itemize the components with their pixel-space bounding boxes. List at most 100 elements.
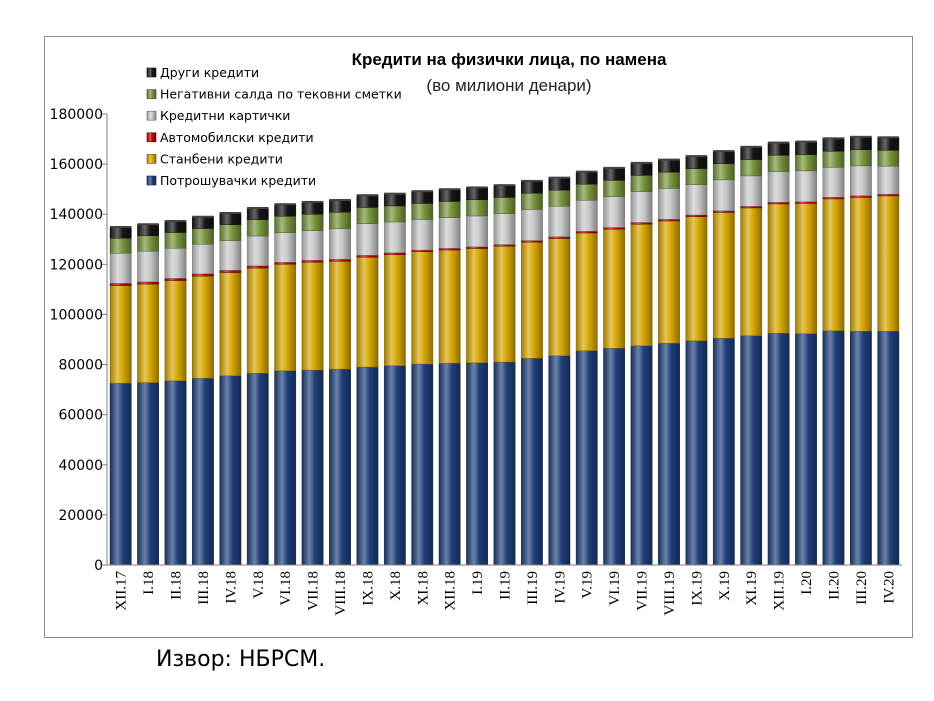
chart-subtitle: (во милиони денари) — [426, 76, 591, 95]
x-tick-label: I.20 — [799, 571, 815, 595]
legend-swatch — [146, 110, 157, 121]
bar-segment-4-24 — [767, 155, 790, 172]
bar-cap — [301, 200, 324, 203]
bar-cap — [247, 206, 269, 209]
bar-segment-3-7 — [301, 230, 324, 261]
bar-segment-5-3 — [192, 216, 214, 229]
bar-cap — [548, 176, 571, 179]
y-tick-label: 20000 — [58, 508, 103, 524]
legend-swatch — [146, 154, 157, 164]
bar-cap — [713, 150, 735, 153]
bar-segment-2-17 — [575, 231, 598, 234]
bar-segment-0-16 — [548, 355, 571, 566]
bar-segment-4-4 — [219, 224, 242, 241]
bar-segment-1-27 — [849, 197, 872, 332]
x-tick-label: XI.19 — [744, 571, 760, 606]
x-tick-label: XII.19 — [772, 571, 788, 611]
bar-cap — [164, 219, 187, 222]
x-tick-label: IX.18 — [360, 571, 376, 606]
bar-segment-5-1 — [137, 224, 160, 236]
bar-cap — [493, 184, 516, 187]
bar-cap — [603, 166, 625, 169]
x-tick-label: VI.19 — [607, 571, 623, 606]
source-note: Извор: НБРСМ. — [156, 647, 326, 672]
bar-segment-0-7 — [301, 369, 324, 566]
bar-segment-1-10 — [383, 254, 406, 367]
bar-segment-4-16 — [548, 189, 571, 207]
x-tick-label: VIII.19 — [662, 571, 678, 616]
bar-segment-4-18 — [603, 180, 626, 197]
y-tick-label: 0 — [94, 558, 103, 574]
legend-label: Автомобилски кредити — [160, 130, 314, 145]
bar-segment-0-4 — [219, 375, 242, 566]
bar-segment-4-5 — [246, 219, 269, 237]
bar-segment-3-20 — [658, 188, 680, 220]
bar-segment-5-27 — [849, 136, 872, 151]
legend-swatch — [146, 89, 157, 99]
bar-segment-4-12 — [438, 201, 461, 218]
x-tick-label: II.19 — [498, 571, 514, 600]
bar-segment-4-19 — [630, 175, 653, 192]
y-tick-label: 100000 — [50, 307, 103, 323]
bar-segment-4-6 — [274, 216, 297, 233]
x-tick-label: II.18 — [169, 571, 185, 600]
bar-segment-3-12 — [438, 217, 461, 249]
bar-segment-5-18 — [603, 167, 626, 181]
bar-segment-3-3 — [192, 244, 214, 275]
bar-cap — [767, 141, 790, 144]
bar-segment-5-21 — [685, 155, 708, 169]
legend-swatch — [146, 67, 157, 78]
bar-segment-3-18 — [603, 196, 626, 228]
bar-cap — [630, 161, 653, 164]
x-tick-label: V.18 — [251, 571, 267, 599]
bar-segment-2-25 — [795, 201, 817, 204]
bar-segment-4-11 — [411, 203, 434, 220]
bar-segment-4-15 — [521, 192, 543, 210]
bar-segment-3-6 — [274, 232, 297, 263]
bar-segment-4-23 — [740, 159, 763, 177]
bar-segment-3-13 — [466, 215, 488, 247]
bar-segment-0-1 — [137, 382, 160, 566]
bar-segment-1-18 — [603, 229, 626, 349]
bar-segment-2-22 — [712, 210, 735, 213]
bar-segment-0-27 — [849, 331, 872, 566]
bar-segment-0-25 — [795, 333, 817, 566]
bar-segment-2-5 — [246, 265, 269, 269]
x-tick-label: XI.18 — [415, 571, 431, 606]
bar-segment-4-26 — [822, 151, 845, 168]
x-tick-label: III.19 — [525, 571, 541, 605]
bar-segment-0-24 — [767, 333, 790, 566]
bar-segment-2-15 — [521, 240, 543, 243]
legend-label: Потрошувачки кредити — [160, 173, 316, 188]
bar-segment-1-20 — [658, 220, 680, 344]
bar-segment-1-19 — [630, 224, 653, 346]
bar-segment-2-13 — [466, 246, 488, 249]
bar-segment-1-5 — [246, 267, 269, 374]
bar-segment-0-21 — [685, 340, 708, 566]
bar-segment-5-2 — [164, 220, 187, 233]
bar-segment-3-8 — [329, 228, 351, 260]
bar-cap — [822, 137, 845, 140]
x-tick-label: IV.18 — [223, 571, 239, 604]
bar-segment-3-27 — [849, 165, 872, 196]
bar-segment-5-7 — [301, 201, 324, 215]
bar-segment-4-25 — [795, 154, 817, 172]
x-tick-label: VII.18 — [306, 571, 322, 611]
bar-segment-2-24 — [767, 201, 790, 205]
chart-legend: Други кредити Негативни салда по тековни … — [146, 65, 402, 188]
legend-swatch — [146, 132, 157, 143]
bar-cap — [329, 198, 351, 201]
bar-cap — [110, 226, 132, 228]
bar-segment-5-16 — [548, 177, 571, 191]
bar-cap — [466, 186, 488, 189]
bar-segment-1-24 — [767, 203, 790, 334]
x-axis: XII.17 I.18 II.18 III.18 IV.18 V.18 VI.18 VII.1… — [107, 564, 902, 616]
bar-segment-4-7 — [301, 214, 324, 231]
bar-segment-5-13 — [466, 187, 488, 200]
bar-segment-1-21 — [685, 216, 708, 341]
chart-title: Кредити на физички лица, по намена — [352, 50, 667, 69]
bar-segment-4-17 — [575, 183, 598, 201]
bar-segment-1-26 — [822, 198, 845, 331]
bar-segment-2-2 — [164, 278, 187, 281]
bar-segment-5-15 — [521, 180, 543, 194]
